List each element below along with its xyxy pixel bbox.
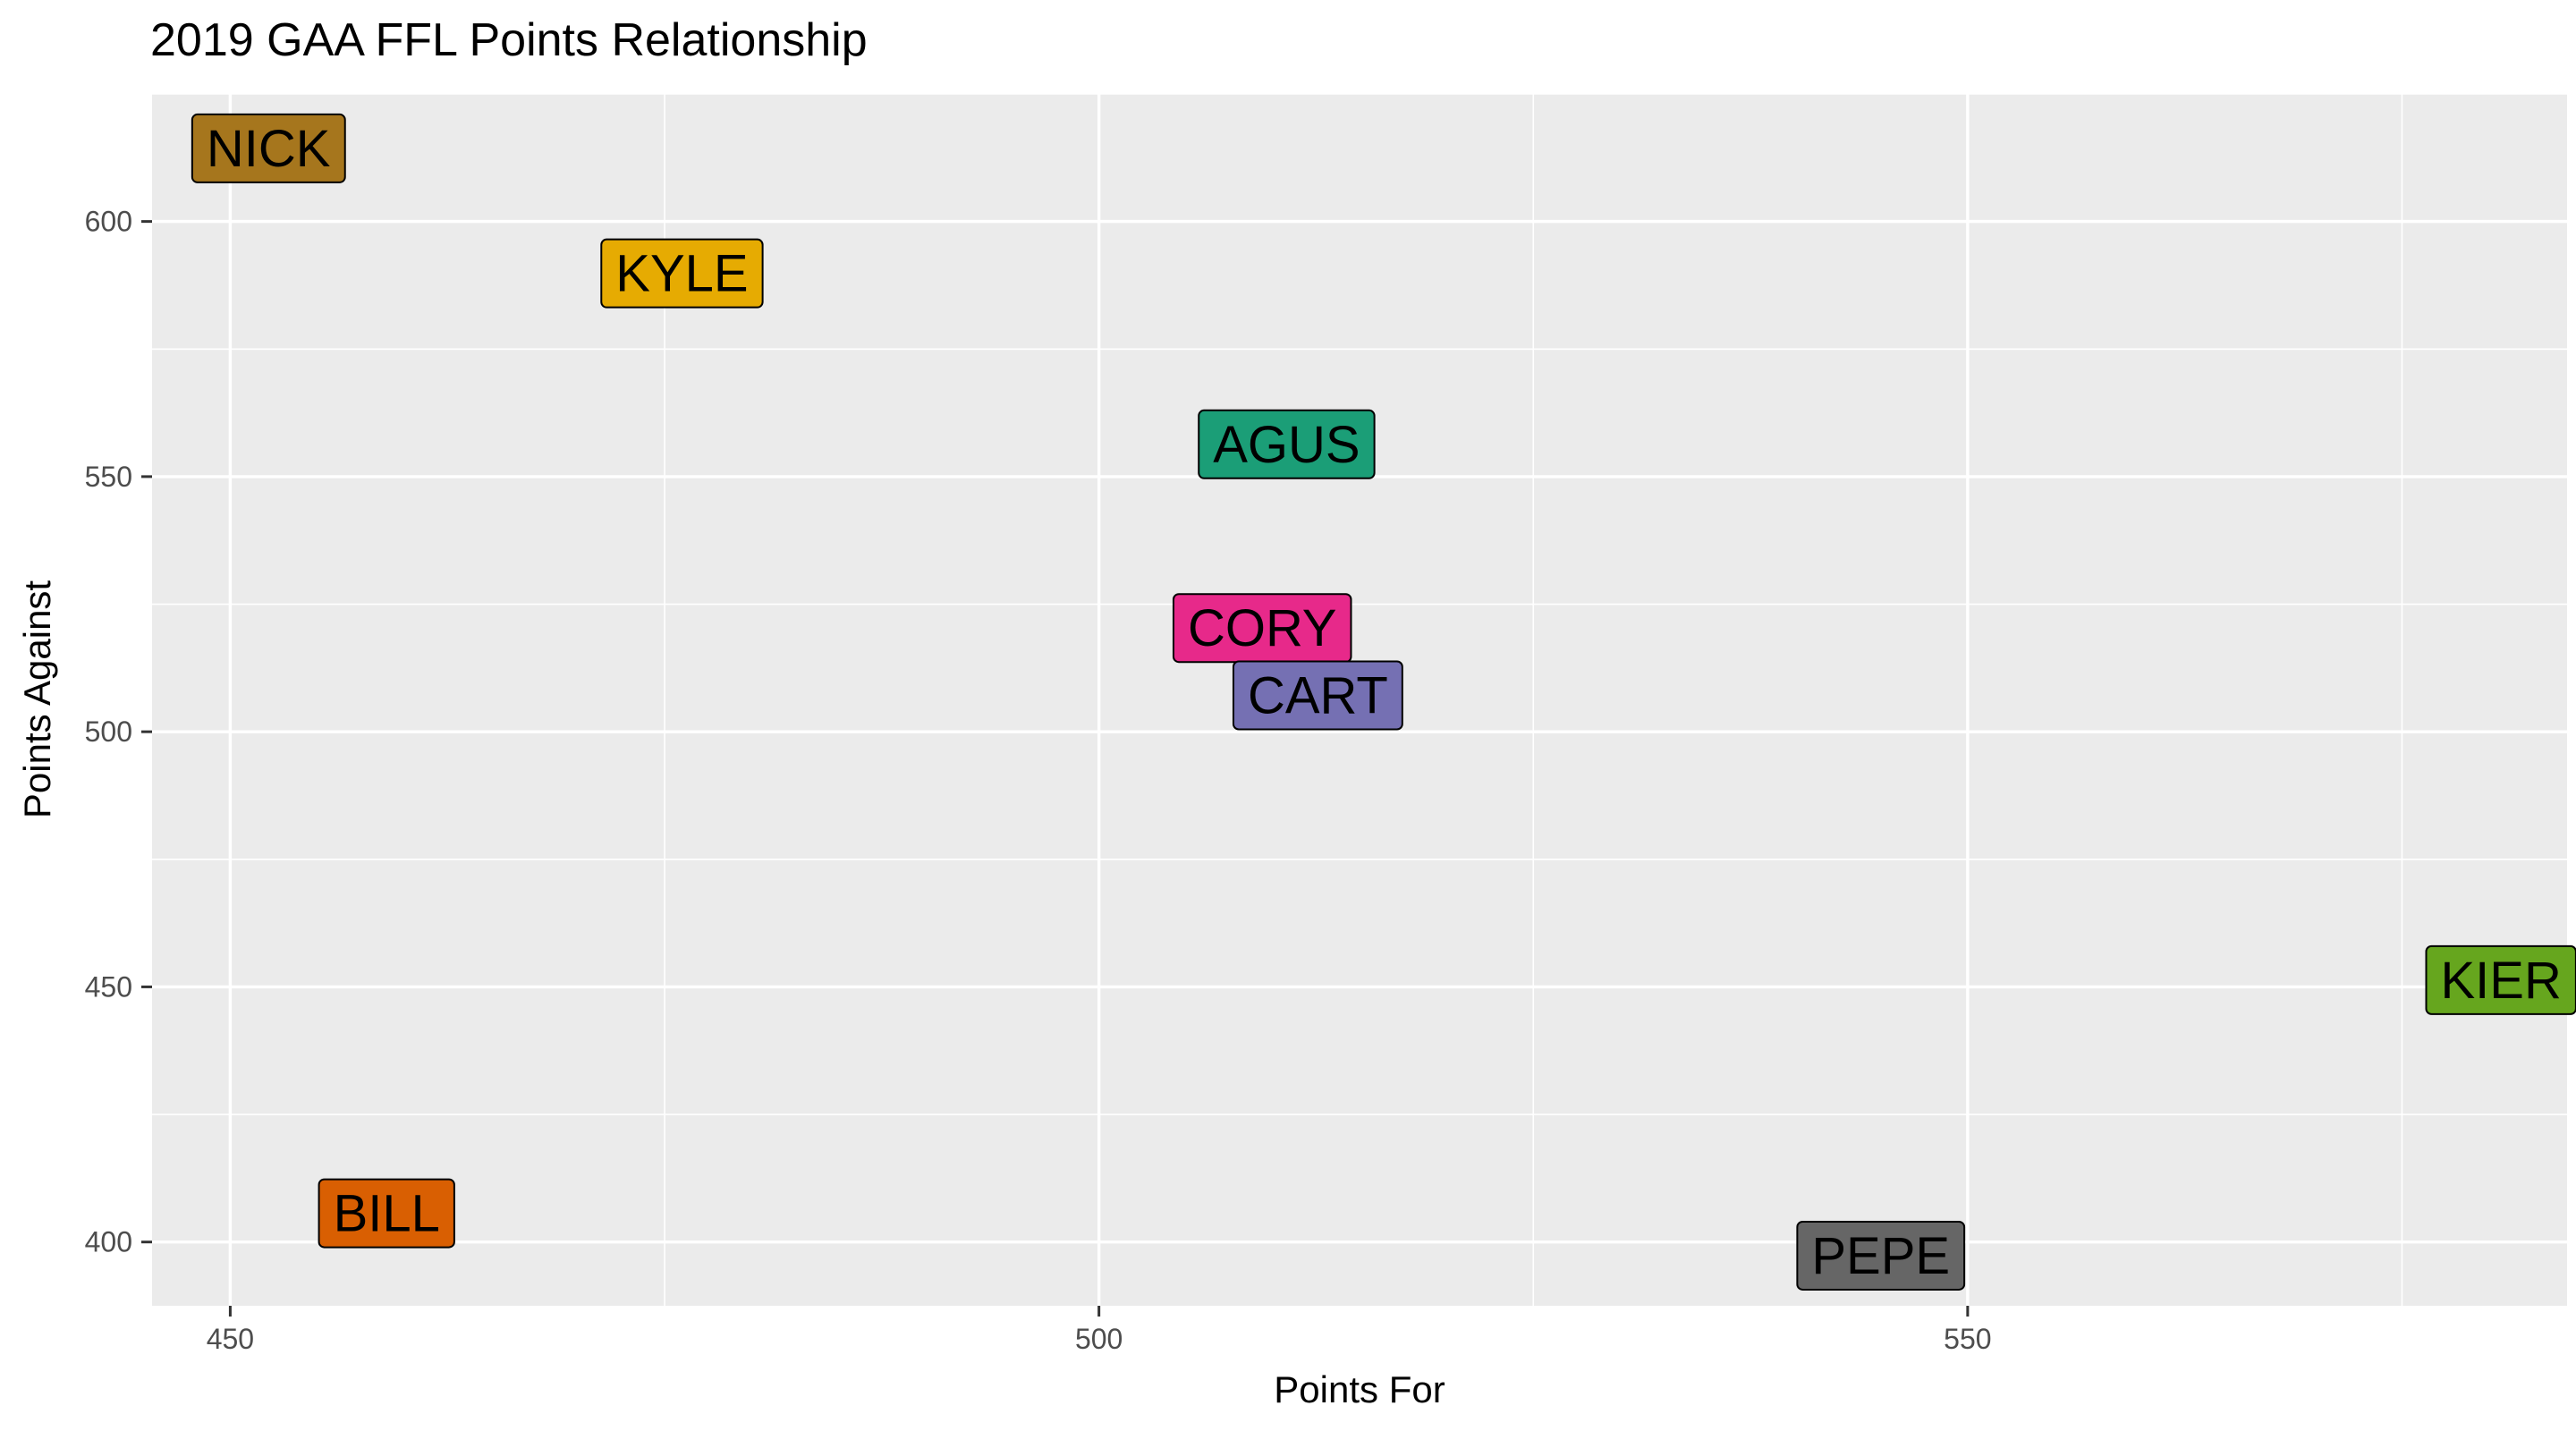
label-box — [1198, 409, 1376, 479]
x-tick-label: 450 — [207, 1323, 254, 1355]
point-label-nick: NICK — [191, 113, 346, 183]
chart-title: 2019 GAA FFL Points Relationship — [150, 14, 868, 66]
point-label-text: CART — [1248, 667, 1388, 725]
point-labels: NICK KYLE AGUS CORY CART KIER BILL PEPE — [191, 113, 2576, 1291]
y-tick-label: 400 — [85, 1226, 132, 1258]
point-label-text: KYLE — [615, 245, 748, 303]
point-label-text: BILL — [334, 1185, 440, 1243]
point-label-text: KIER — [2440, 952, 2561, 1010]
point-label-kyle: KYLE — [600, 238, 764, 309]
label-box — [1796, 1220, 1966, 1291]
y-tick-label: 450 — [85, 970, 132, 1003]
label-box — [600, 238, 764, 309]
point-label-agus: AGUS — [1198, 409, 1376, 479]
axes: 450 500 550 400 450 500 550 600 — [85, 206, 1992, 1355]
y-tick-label: 550 — [85, 461, 132, 493]
label-box — [191, 113, 346, 183]
point-label-bill: BILL — [318, 1178, 455, 1249]
label-box — [1232, 660, 1403, 731]
x-axis-title: Points For — [1274, 1368, 1445, 1410]
point-label-text: NICK — [207, 120, 331, 178]
x-tick-label: 500 — [1075, 1323, 1123, 1355]
x-tick-label: 550 — [1944, 1323, 1991, 1355]
y-axis-title: Points Against — [16, 580, 58, 819]
point-label-kier: KIER — [2425, 944, 2576, 1015]
label-box — [318, 1178, 455, 1249]
y-tick-label: 600 — [85, 206, 132, 238]
point-label-pepe: PEPE — [1796, 1220, 1966, 1291]
point-label-cory: CORY — [1172, 593, 1352, 664]
point-label-text: AGUS — [1213, 416, 1360, 474]
point-label-text: CORY — [1188, 599, 1337, 657]
point-label-text: PEPE — [1811, 1227, 1950, 1285]
y-tick-label: 500 — [85, 716, 132, 748]
point-label-cart: CART — [1232, 660, 1403, 731]
